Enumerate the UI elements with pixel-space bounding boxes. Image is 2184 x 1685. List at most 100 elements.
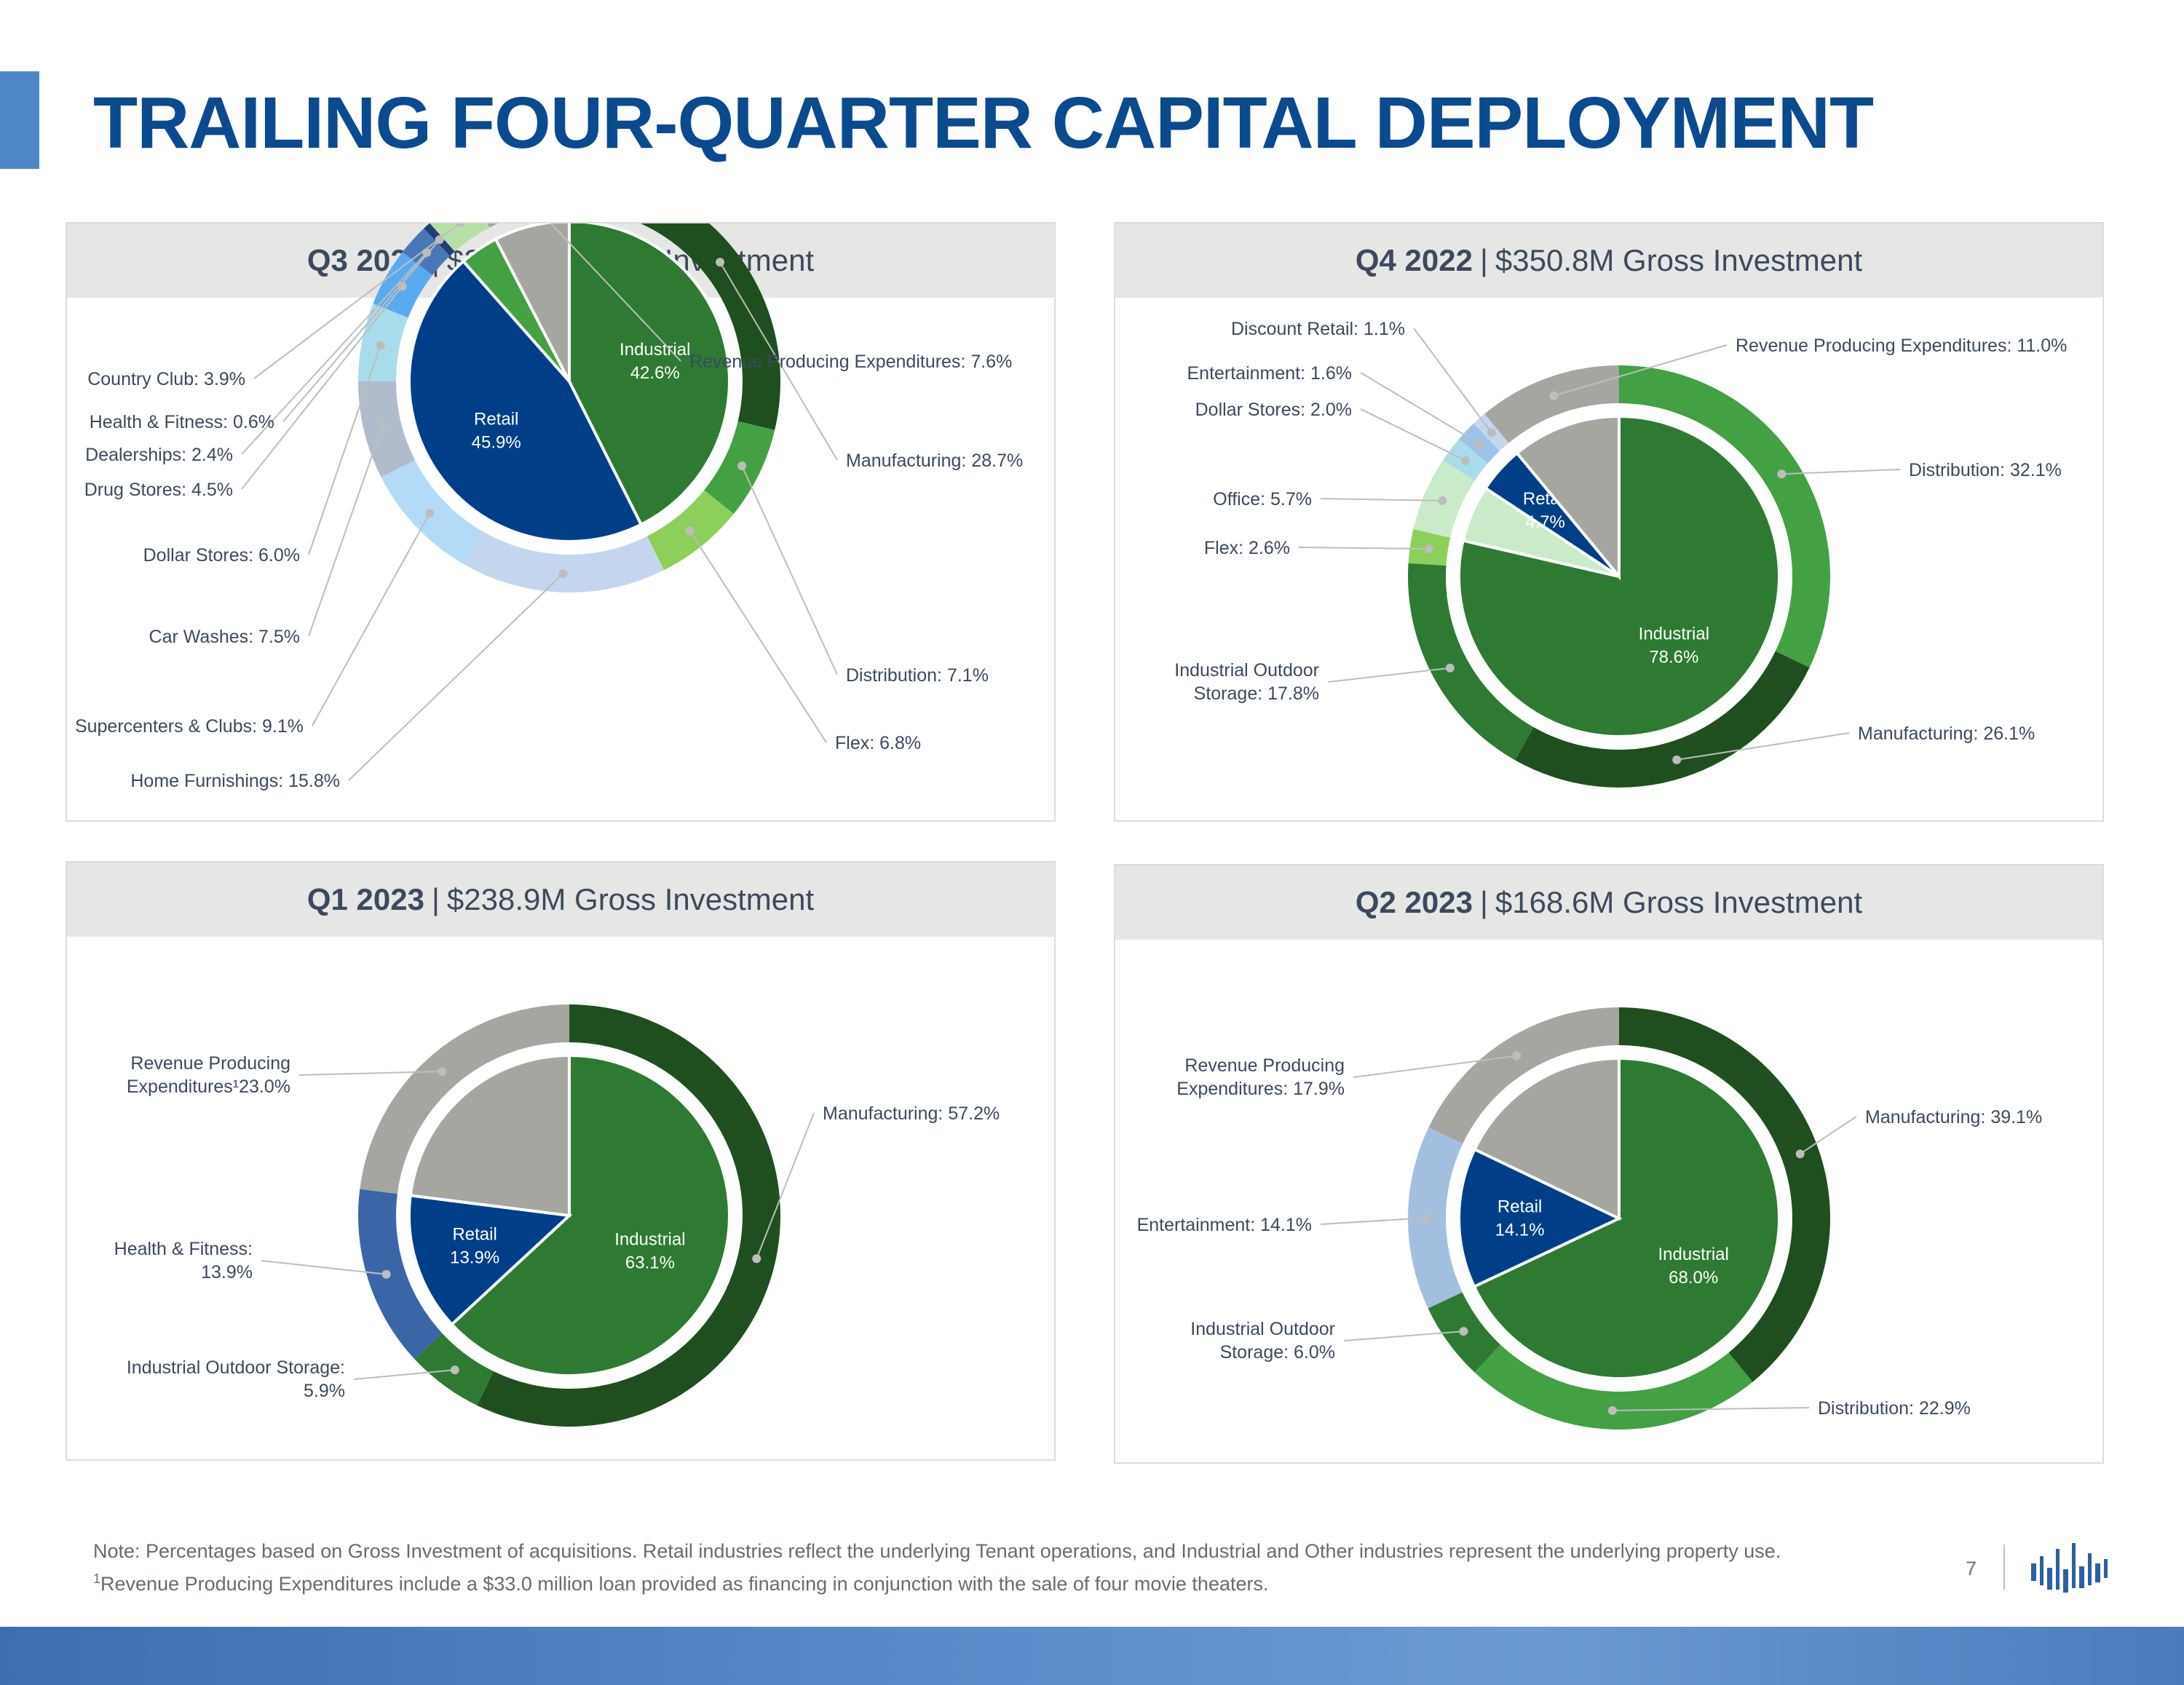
data-label-flex-6-8: Flex: 6.8%	[835, 733, 921, 753]
outer-segment-industrial-outdoor-storage-17-8	[1408, 563, 1534, 761]
data-label-manufacturing-28-7: Manufacturing: 28.7%	[846, 451, 1023, 471]
leader-line	[1360, 408, 1466, 461]
leader-line	[719, 261, 838, 461]
leader-line	[253, 223, 462, 379]
inner-slice-industrial	[1457, 414, 1781, 738]
data-label-supercenters-clubs-9-1: Supercenters & Clubs: 9.1%	[75, 716, 304, 737]
leader-line	[1320, 1217, 1428, 1225]
data-label-industrial-outdoor-storage-5-9: Industrial Outdoor Storage: 5.9%	[127, 1357, 345, 1401]
leader-dot	[1424, 544, 1433, 553]
leader-line	[241, 252, 427, 455]
page-divider	[2003, 1545, 2005, 1590]
outer-segment-home-furnishings-15-8	[462, 531, 665, 592]
inner-value-industrial: 68.0%	[1669, 1268, 1718, 1288]
outer-segment-revenue-producing-expenditures-11-0	[1484, 365, 1619, 443]
data-label-distribution-32-1: Distribution: 32.1%	[1909, 460, 2062, 480]
data-label-distribution-7-1: Distribution: 7.1%	[846, 665, 989, 686]
inner-label-retail: Retail	[474, 410, 518, 429]
data-label-flex-2-6: Flex: 2.6%	[1204, 538, 1290, 558]
outer-segment-manufacturing-39-1	[1619, 1007, 1830, 1382]
footnote: Note: Percentages based on Gross Investm…	[93, 1537, 1957, 1598]
leader-dot	[737, 461, 747, 471]
leader-dot	[376, 341, 385, 350]
data-label-manufacturing-57-2: Manufacturing: 57.2%	[823, 1103, 1000, 1124]
inner-slice-industrial	[449, 1053, 731, 1377]
data-label-home-furnishings-15-8: Home Furnishings: 15.8%	[130, 771, 340, 791]
panel-header: Q4 2022 | $350.8M Gross Investment	[1115, 223, 2102, 298]
donut-chart: Industrial 42.6% Retail 45.9% Manufacturing:…	[75, 223, 1023, 791]
leader-line	[308, 345, 381, 555]
inner-value-industrial: 42.6%	[630, 363, 680, 383]
outer-segment-manufacturing-57-2	[477, 1004, 780, 1427]
data-label-dollar-stores-6-0: Dollar Stores: 6.0%	[143, 545, 300, 566]
data-label-health-fitness-13-9: Health & Fitness: 13.9%	[114, 1239, 253, 1282]
leader-line	[1343, 1331, 1464, 1341]
leader-dot	[1423, 1213, 1432, 1223]
data-label-dollar-stores-2-0: Dollar Stores: 2.0%	[1195, 400, 1352, 420]
data-label-manufacturing-39-1: Manufacturing: 39.1%	[1865, 1107, 2042, 1127]
data-label-drug-stores-4-5: Drug Stores: 4.5%	[84, 480, 233, 500]
inner-label-industrial: Industrial	[614, 1229, 685, 1249]
data-label-distribution-22-9: Distribution: 22.9%	[1818, 1398, 1971, 1419]
inner-label-retail: Retail	[452, 1225, 496, 1245]
footnote-mark: 1	[93, 1571, 101, 1586]
inner-value-retail: 45.9%	[472, 433, 521, 453]
inner-label-industrial: Industrial	[1658, 1245, 1728, 1264]
data-label-discount-retail-1-1: Discount Retail: 1.1%	[1231, 319, 1405, 339]
leader-line	[1353, 1055, 1517, 1078]
donut-chart: Industrial 68.0% Retail 14.1% Manufacturing:…	[1137, 1007, 2042, 1430]
gross-investment: $350.8M Gross Investment	[1495, 243, 1863, 277]
inner-slice-other	[408, 1053, 571, 1218]
outer-segment-entertainment-14-1	[1408, 1127, 1463, 1309]
gross-investment: $168.6M Gross Investment	[1495, 885, 1863, 919]
leader-line	[1413, 328, 1492, 434]
leader-line	[1612, 1407, 1810, 1411]
data-label-entertainment-1-6: Entertainment: 1.6%	[1187, 363, 1352, 384]
quarter-label: Q4 2022	[1355, 243, 1473, 277]
outer-segment-revenue-producing-expenditures-7-6	[487, 223, 499, 228]
outer-segment-manufacturing-26-1	[1515, 651, 1810, 788]
panel-header: Q2 2023 | $168.6M Gross Investment	[1115, 865, 2102, 940]
data-label-car-washes-7-5: Car Washes: 7.5%	[149, 627, 300, 647]
chart-panel-q3-2022: Q3 2022|$268.4M Gross Investment Industr…	[66, 222, 1056, 822]
leader-line	[353, 1369, 455, 1380]
leader-line	[550, 223, 681, 362]
leader-line	[312, 512, 430, 726]
leader-line	[261, 1260, 387, 1275]
data-label-revenue-producing-expenditures-7-6: Revenue Producing Expenditures: 7.6%	[689, 352, 1012, 372]
inner-label-industrial: Industrial	[620, 340, 690, 360]
inner-value-retail: 14.1%	[1495, 1221, 1545, 1240]
inner-label-retail: Retail	[1497, 1197, 1542, 1217]
leader-line	[308, 426, 384, 637]
leader-line	[1320, 498, 1443, 501]
leader-dot	[1459, 1327, 1468, 1336]
leader-dot	[425, 509, 435, 518]
leader-line	[756, 1112, 815, 1259]
data-label-revenue-producing-expenditures-11-0: Revenue Producing Expenditures: 11.0%	[1736, 336, 2067, 356]
inner-slice-retail	[408, 259, 644, 543]
data-label-dealerships-2-4: Dealerships: 2.4%	[85, 445, 233, 465]
note-line-2: 1Revenue Producing Expenditures include …	[93, 1565, 1957, 1598]
inner-value-retail: 13.9%	[450, 1248, 499, 1268]
page-title: TRAILING FOUR-QUARTER CAPITAL DEPLOYMENT	[93, 82, 1874, 164]
outer-segment-distribution-32-1	[1619, 365, 1830, 668]
data-label-industrial-outdoor-storage-6-0: Industrial Outdoor Storage: 6.0%	[1190, 1319, 1335, 1363]
note-line-1: Note: Percentages based on Gross Investm…	[93, 1540, 1781, 1562]
leader-line	[1327, 667, 1450, 683]
leader-line	[1298, 547, 1429, 550]
leader-line	[1781, 469, 1901, 475]
leader-line	[689, 530, 827, 743]
title-accent-bar	[0, 71, 39, 169]
footer-band	[0, 1627, 2184, 1685]
data-label-industrial-outdoor-storage-17-8: Industrial Outdoor Storage: 17.8%	[1174, 660, 1319, 704]
leader-line	[348, 573, 564, 781]
chart-panel-q2-2023: Q2 2023 | $168.6M Gross Investment Industr…	[1114, 864, 2104, 1464]
outer-segment-country-club-3-9	[430, 223, 490, 252]
leader-dot	[1672, 755, 1682, 764]
data-label-revenue-producing-expenditures-23-0: Revenue Producing Expenditures¹23.0%	[127, 1053, 290, 1097]
leader-line	[298, 1070, 443, 1076]
inner-slice-retail	[408, 1194, 573, 1327]
inner-value-industrial: 63.1%	[625, 1253, 675, 1272]
leader-dot	[1461, 456, 1471, 465]
leader-line	[1677, 732, 1850, 761]
